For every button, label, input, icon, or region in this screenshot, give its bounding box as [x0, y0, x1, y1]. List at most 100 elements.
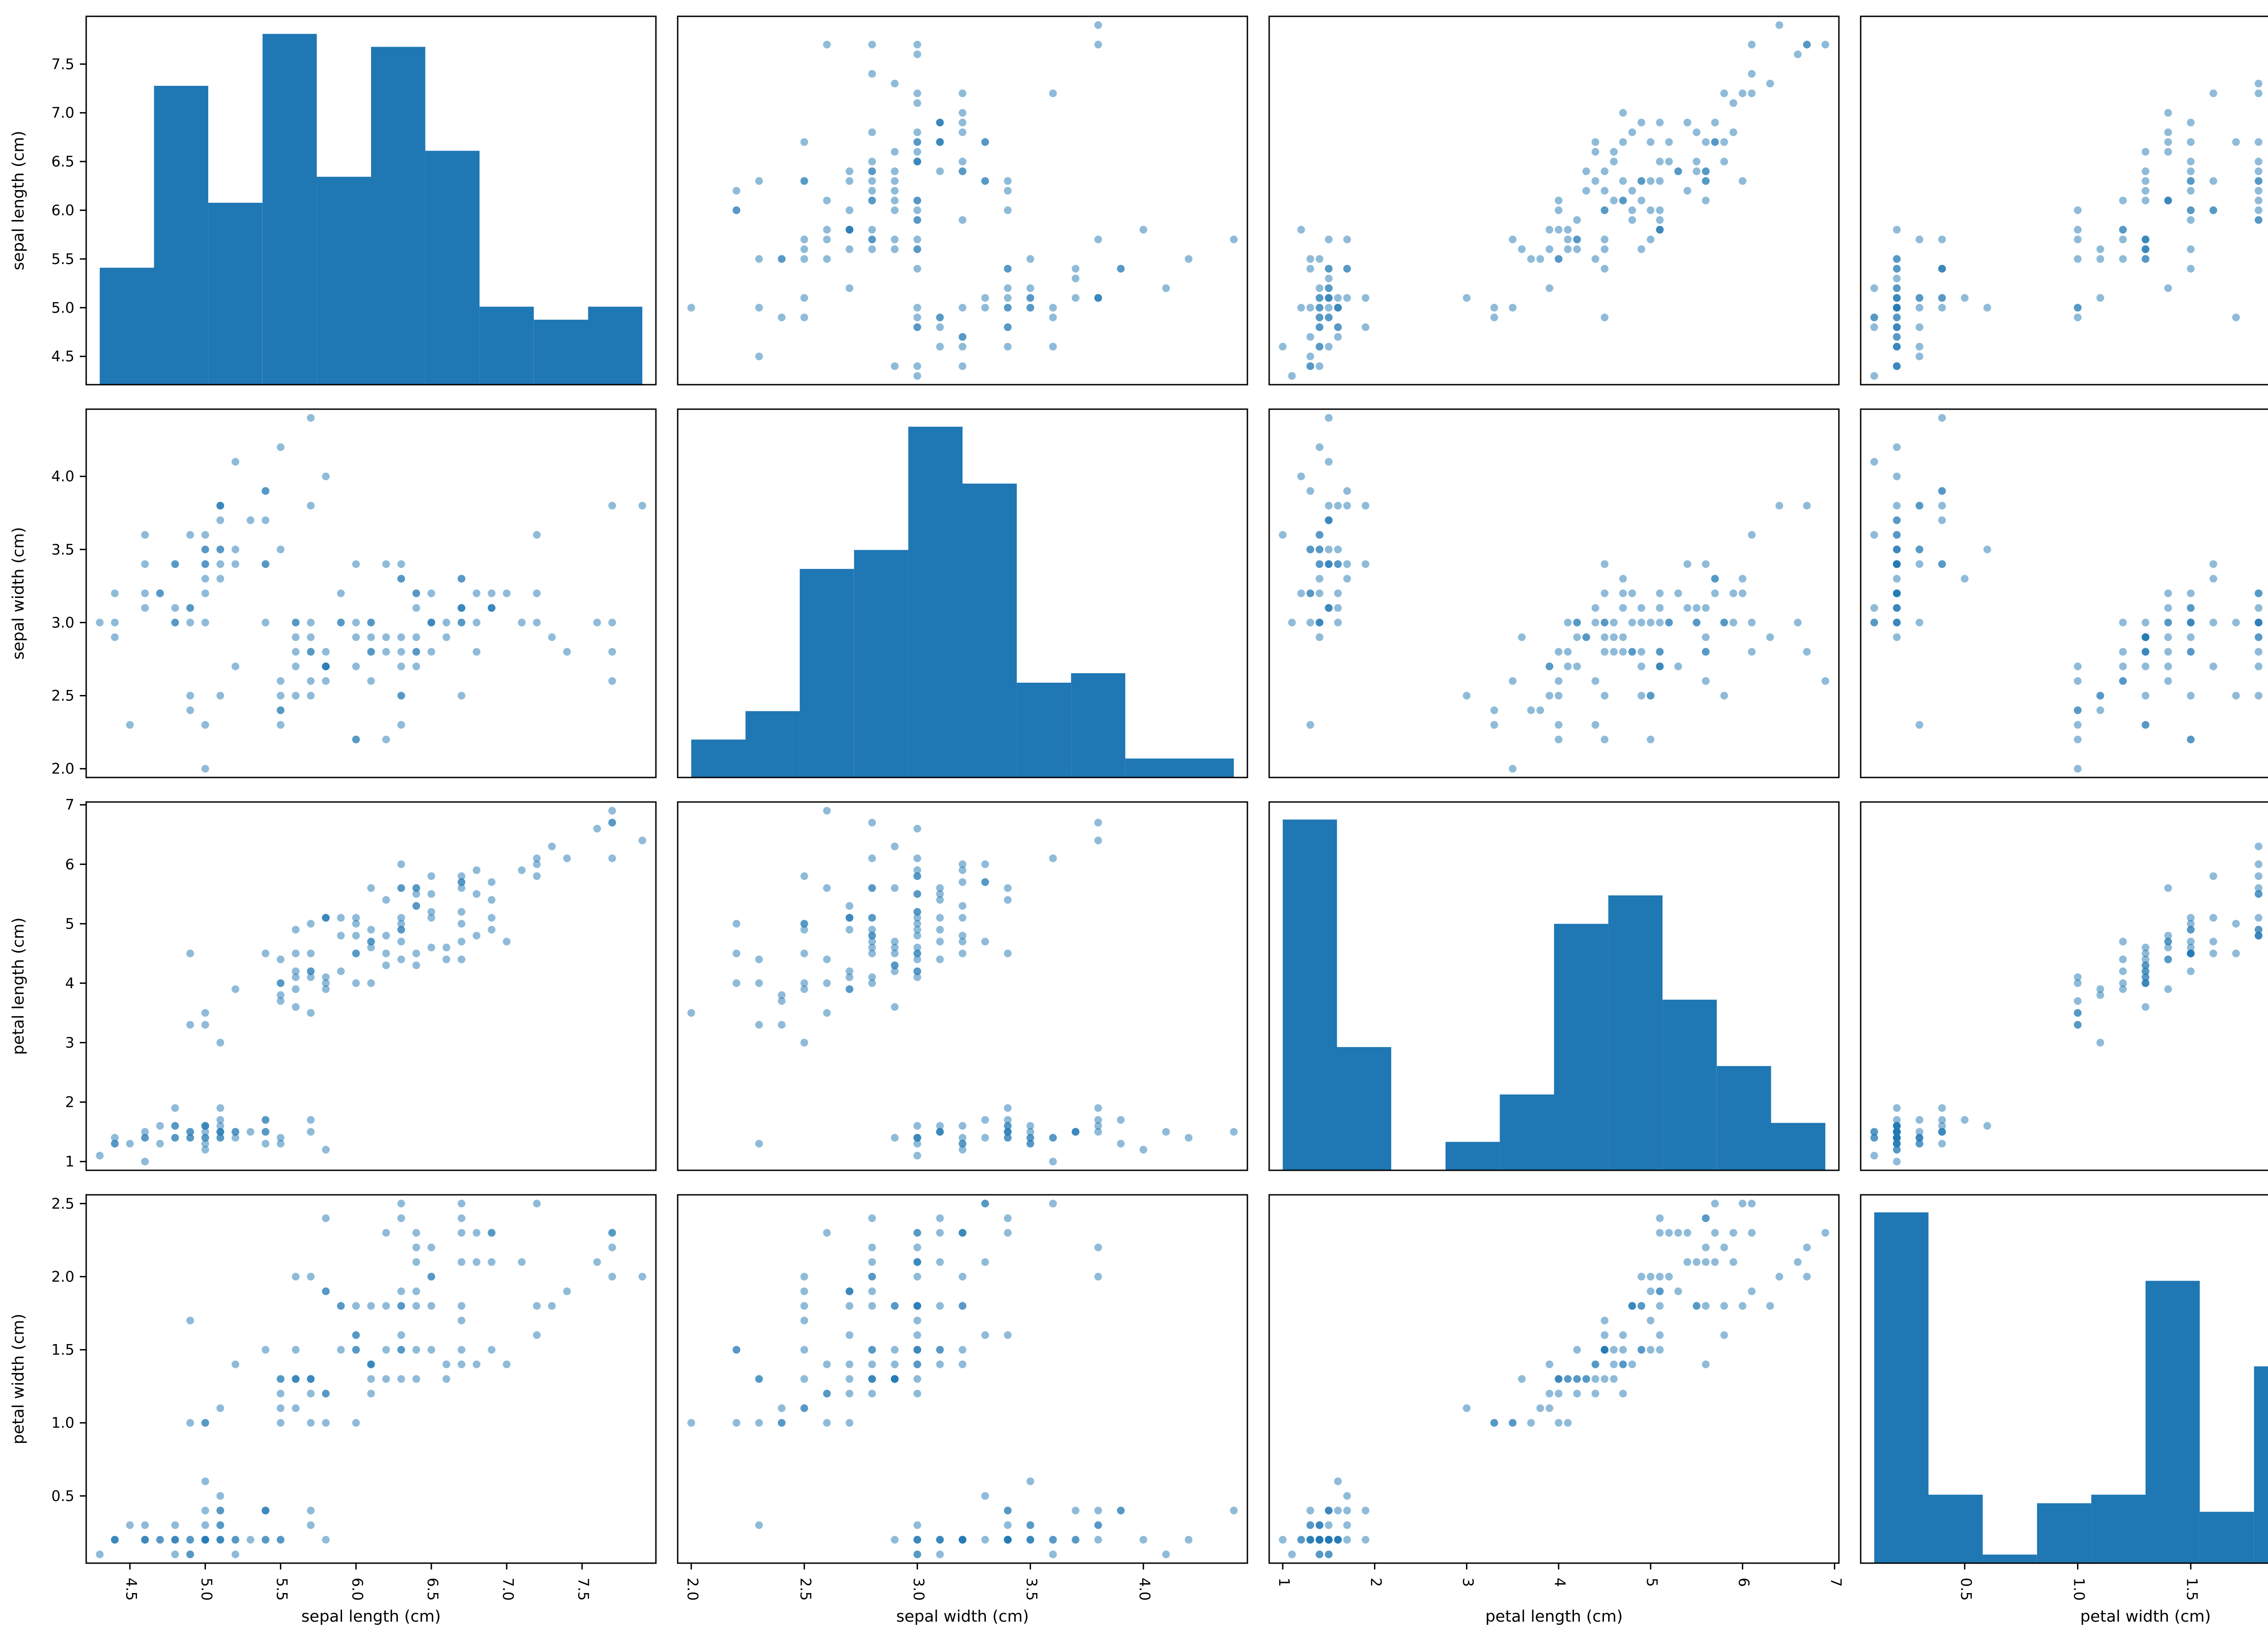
data-point: [1601, 313, 1608, 322]
x-tick-label: 5.5: [274, 1578, 291, 1601]
data-point: [156, 1122, 164, 1130]
data-point: [141, 531, 149, 539]
data-point: [913, 914, 921, 922]
data-point: [1582, 187, 1590, 195]
data-point: [2164, 138, 2172, 146]
x-tick-label: 4.5: [122, 1578, 140, 1601]
data-point: [2187, 967, 2195, 975]
data-point: [1518, 633, 1526, 641]
data-point: [1049, 1199, 1057, 1208]
data-point: [1893, 294, 1901, 302]
data-point: [2119, 985, 2127, 993]
data-point: [1325, 545, 1333, 553]
data-point: [981, 138, 989, 146]
data-point: [1325, 1535, 1333, 1544]
data-point: [1729, 128, 1737, 137]
data-point: [936, 896, 944, 904]
data-point: [1729, 618, 1737, 626]
data-point: [337, 914, 345, 922]
data-point: [2074, 313, 2082, 322]
data-point: [2119, 235, 2127, 244]
y-tick-label: 3: [65, 1034, 74, 1051]
data-point: [322, 677, 330, 685]
scatter-panel-petal-width-vs-sepal-width: [677, 1194, 1248, 1564]
data-point: [382, 633, 390, 641]
data-point: [913, 1272, 921, 1281]
hist-bar: [1608, 895, 1663, 1170]
data-point: [1637, 648, 1646, 656]
data-point: [277, 991, 285, 999]
scatter-panel-sepal-width-vs-sepal-length: [85, 408, 657, 778]
y-tick-label: 6.0: [51, 202, 74, 219]
data-point: [277, 1419, 285, 1427]
data-point: [231, 1134, 240, 1142]
data-point: [1628, 187, 1636, 195]
data-point: [1702, 167, 1710, 176]
data-point: [2254, 157, 2263, 166]
data-point: [1306, 1521, 1315, 1529]
data-point: [1683, 1229, 1691, 1237]
data-point: [868, 40, 876, 49]
data-point: [277, 721, 285, 729]
data-point: [1315, 443, 1324, 451]
data-point: [981, 303, 989, 312]
y-axis-sepal-length: 4.5 5.0 5.5 6.0 6.5 7.0 7.5 sepal length (cm): [10, 55, 86, 365]
data-point: [1893, 274, 1901, 283]
data-point: [1297, 303, 1305, 312]
data-point: [397, 884, 405, 892]
scatter-points: [687, 21, 1238, 380]
data-point: [2074, 721, 2082, 729]
data-point: [2074, 255, 2082, 263]
data-point: [823, 225, 831, 234]
data-point: [868, 914, 876, 922]
y-axis-label-petal-length: petal length (cm): [10, 917, 28, 1055]
data-point: [2164, 589, 2172, 597]
data-point: [1893, 303, 1901, 312]
data-point: [846, 914, 854, 922]
data-point: [307, 414, 315, 422]
data-point: [936, 342, 944, 351]
hist-bars: [691, 426, 1234, 777]
data-point: [231, 1360, 240, 1369]
data-point: [1545, 284, 1554, 292]
data-point: [1893, 633, 1901, 641]
x-axis-sepal-length: 4.5 5.0 5.5 6.0 6.5 7.0 7.5 sepal length (cm): [122, 1563, 592, 1626]
data-point: [1637, 618, 1646, 626]
data-point: [442, 944, 450, 952]
data-point: [216, 1535, 225, 1544]
data-point: [1870, 372, 1878, 380]
data-point: [1916, 1134, 1924, 1142]
data-point: [2164, 938, 2172, 946]
data-point: [141, 1535, 149, 1544]
panel-border: [1268, 801, 1840, 1171]
data-point: [1004, 896, 1012, 904]
data-point: [231, 1550, 240, 1559]
data-point: [1916, 545, 1924, 553]
data-point: [958, 902, 967, 910]
data-point: [533, 1199, 541, 1208]
data-point: [1601, 235, 1608, 244]
data-point: [1591, 618, 1599, 626]
hist-bar: [588, 307, 643, 385]
data-point: [1325, 458, 1333, 466]
data-point: [1334, 333, 1342, 341]
data-point: [201, 531, 209, 539]
data-point: [868, 979, 876, 987]
data-point: [1573, 216, 1581, 224]
data-point: [1656, 618, 1664, 626]
data-point: [1628, 216, 1636, 224]
data-point: [913, 303, 921, 312]
data-point: [1619, 1360, 1627, 1369]
data-point: [1656, 604, 1664, 612]
panel-border: [1860, 801, 2268, 1171]
data-point: [367, 677, 375, 685]
data-point: [1094, 836, 1102, 845]
hist-bar: [1716, 1066, 1771, 1170]
data-point: [1306, 1506, 1315, 1515]
data-point: [1527, 1419, 1535, 1427]
x-tick-label: 3: [1459, 1578, 1476, 1587]
data-point: [755, 177, 763, 185]
data-point: [608, 854, 616, 862]
data-point: [823, 807, 831, 815]
data-point: [913, 1375, 921, 1383]
